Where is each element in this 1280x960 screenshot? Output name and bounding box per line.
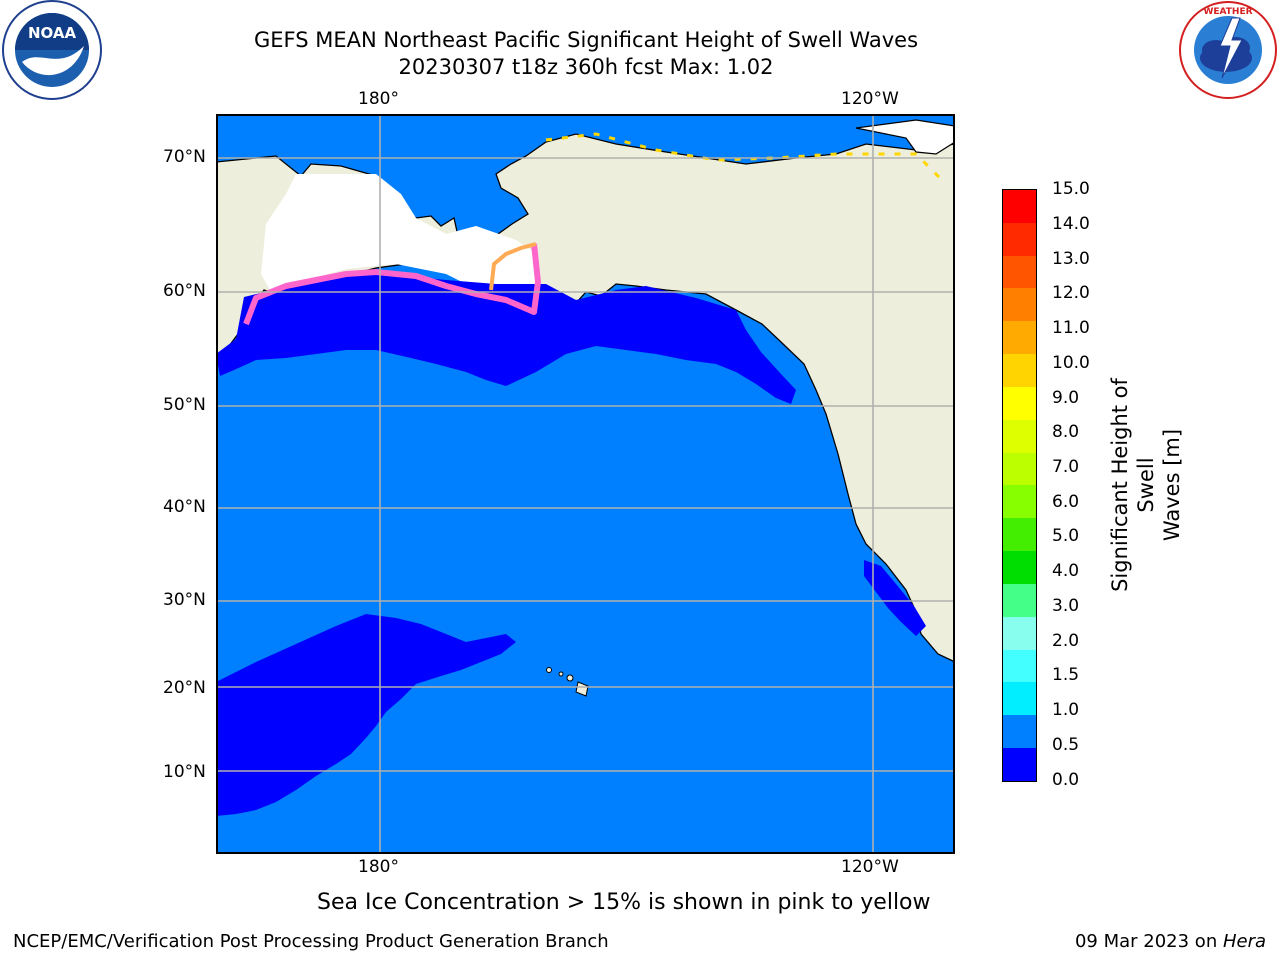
- map-subtitle: 20230307 t18z 360h fcst Max: 1.02: [398, 55, 774, 79]
- lat-label-70n: 70°N: [163, 147, 206, 167]
- colorbar-label: Significant Height of Swell Waves [m]: [1107, 355, 1184, 615]
- colorbar-segment: [1003, 321, 1036, 355]
- sea-ice-note: Sea Ice Concentration > 15% is shown in …: [317, 890, 931, 915]
- colorbar-segment: [1003, 551, 1036, 584]
- svg-text:WEATHER: WEATHER: [1203, 7, 1252, 17]
- noaa-text: NOAA: [28, 24, 77, 42]
- colorbar-segment: [1003, 682, 1036, 716]
- colorbar-segment: [1003, 386, 1036, 420]
- colorbar-tick: 15.0: [1052, 179, 1090, 199]
- lat-label-40n: 40°N: [163, 497, 206, 517]
- colorbar-segment: [1003, 583, 1036, 617]
- colorbar-segment: [1003, 222, 1036, 256]
- bering-sea-ice-free: [261, 174, 538, 299]
- low-swell-bering: [216, 274, 796, 404]
- hawaiian-islands: [546, 667, 589, 697]
- lon-label-top-180: 180°: [358, 89, 399, 109]
- footer-left: NCEP/EMC/Verification Post Processing Pr…: [13, 931, 609, 952]
- colorbar-tick: 7.0: [1052, 457, 1080, 477]
- sea-ice-edge: [243, 243, 541, 326]
- colorbar-tick: 1.0: [1052, 700, 1080, 720]
- colorbar-tick: 11.0: [1052, 318, 1090, 338]
- nws-logo: WEATHER: [1179, 1, 1277, 99]
- colorbar-segment: [1003, 518, 1036, 552]
- map-title: GEFS MEAN Northeast Pacific Significant …: [253, 28, 919, 52]
- lon-label-bottom-120w: 120°W: [841, 857, 899, 877]
- lat-label-50n: 50°N: [163, 395, 206, 415]
- colorbar-tick: 6.0: [1052, 492, 1080, 512]
- colorbar-tick: 0.5: [1052, 735, 1080, 755]
- colorbar-tick: 0.0: [1052, 770, 1080, 790]
- colorbar-segment: [1003, 748, 1036, 781]
- colorbar-segment: [1003, 715, 1036, 749]
- footer-machine: Hera: [1222, 931, 1266, 952]
- colorbar-tick: 12.0: [1052, 283, 1090, 303]
- low-swell-tropics: [216, 614, 516, 816]
- colorbar-tick: 13.0: [1052, 249, 1090, 269]
- low-swell-california: [864, 560, 926, 636]
- colorbar-tick: 8.0: [1052, 422, 1080, 442]
- colorbar-tick: 5.0: [1052, 526, 1080, 546]
- hudson-bay-water: [855, 119, 955, 155]
- footer-date: 09 Mar 2023 on: [1074, 931, 1223, 952]
- colorbar-tick: 2.0: [1052, 631, 1080, 651]
- colorbar-segment: [1003, 288, 1036, 322]
- footer-right: 09 Mar 2023 on Hera: [1075, 931, 1266, 952]
- colorbar: [1002, 189, 1037, 782]
- lat-label-30n: 30°N: [163, 590, 206, 610]
- colorbar-segment: [1003, 616, 1036, 650]
- colorbar-label-line2: Waves [m]: [1160, 428, 1184, 542]
- colorbar-label-line1: Significant Height of Swell: [1108, 378, 1158, 592]
- lon-label-top-120w: 120°W: [841, 89, 899, 109]
- colorbar-segment: [1003, 419, 1036, 453]
- colorbar-tick: 14.0: [1052, 214, 1090, 234]
- colorbar-segment: [1003, 485, 1036, 519]
- colorbar-segment: [1003, 452, 1036, 486]
- colorbar-segment: [1003, 354, 1036, 387]
- colorbar-tick: 3.0: [1052, 596, 1080, 616]
- lon-label-bottom-180: 180°: [358, 857, 399, 877]
- noaa-logo: NOAA: [2, 0, 102, 100]
- colorbar-tick: 9.0: [1052, 388, 1080, 408]
- colorbar-tick: 4.0: [1052, 561, 1080, 581]
- sea-ice-edge-orange: [489, 242, 537, 291]
- swell-height-map: [216, 114, 955, 854]
- colorbar-segment: [1003, 649, 1036, 683]
- colorbar-tick: 1.5: [1052, 665, 1080, 685]
- colorbar-segment: [1003, 190, 1036, 223]
- gridlines: [216, 114, 955, 854]
- lat-label-20n: 20°N: [163, 678, 206, 698]
- colorbar-segment: [1003, 255, 1036, 289]
- lat-label-60n: 60°N: [163, 281, 206, 301]
- map-frame: [216, 114, 955, 854]
- colorbar-ticks: 15.0 14.0 13.0 12.0 11.0 10.0 9.0 8.0 7.…: [1036, 179, 1096, 790]
- colorbar-tick: 10.0: [1052, 353, 1090, 373]
- lat-label-10n: 10°N: [163, 762, 206, 782]
